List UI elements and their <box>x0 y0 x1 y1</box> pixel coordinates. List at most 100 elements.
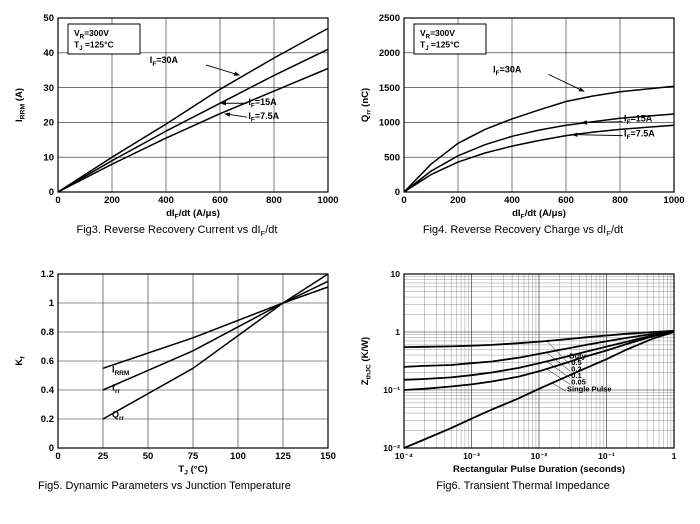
curve-label: IRRM <box>112 365 129 378</box>
y-tick-label: 10⁻² <box>383 443 400 453</box>
x-tick-label: 400 <box>158 195 174 206</box>
fig5-caption: Fig5. Dynamic Parameters vs Junction Tem… <box>38 480 291 492</box>
x-tick-label: 50 <box>143 451 154 462</box>
fig5-chart: IRRM trr Qrr 0 25 50 75 100 125 150 0 0.2 0.4 0.6 0.8 1… <box>12 266 342 478</box>
y-tick-label: 40 <box>43 48 54 59</box>
curve-label: 0.5 <box>571 358 581 367</box>
series-trr <box>102 280 329 391</box>
x-axis-label: Rectangular Pulse Duration (seconds) <box>453 464 625 475</box>
grid-line <box>229 114 248 118</box>
x-tick-label: 10⁻³ <box>463 451 480 461</box>
series-Duty 0.2 <box>403 330 675 368</box>
conditions-text: VR=300V <box>420 28 455 40</box>
fig3-caption: Fig3. Reverse Recovery Current vs dIF/dt <box>76 224 278 239</box>
conditions-box <box>67 23 141 55</box>
curve-label: IF=15A <box>624 114 653 127</box>
series-IRRM <box>102 286 329 370</box>
x-tick-label: 600 <box>212 195 228 206</box>
grid-line <box>546 340 571 366</box>
curve-label: 0.2 <box>571 364 581 373</box>
grid-line <box>546 361 571 379</box>
y-tick-label: 20 <box>43 118 54 129</box>
curve-label: IF=30A <box>150 55 179 68</box>
curve-label: IF=7.5A <box>248 111 279 124</box>
x-axis-label: dIF/dt (A/μs) <box>512 208 566 221</box>
series-Qrr <box>102 273 329 420</box>
x-tick-label: 100 <box>230 451 246 462</box>
x-tick-label: 1000 <box>663 195 684 206</box>
y-tick-label: 1 <box>49 298 55 309</box>
series-IF=15A <box>57 48 329 193</box>
curve-label: IF=15A <box>248 97 277 110</box>
y-axis-label: IRRM (A) <box>14 88 27 122</box>
curve-label: 0.1 <box>571 371 581 380</box>
x-tick-label: 800 <box>266 195 282 206</box>
x-tick-label: 10⁻¹ <box>598 451 615 461</box>
fig6-panel: Duty 0.5 0.2 0.1 0.05 Single Pulse 10⁻⁴ 10⁻³ 10⁻… <box>358 266 688 492</box>
conditions-text: TJ =125°C <box>420 40 460 52</box>
y-tick-label: 0 <box>49 187 54 198</box>
x-tick-label: 25 <box>98 451 109 462</box>
plot-border <box>57 273 329 449</box>
fig4-chart: VR=300V TJ =125°C IF=30A IF=15A IF=7.5A 0 200 4… <box>358 10 688 222</box>
grid-line <box>205 64 235 75</box>
annotation-arrowhead <box>578 87 585 92</box>
series-Single Pulse <box>403 331 675 449</box>
curve-label: 0.05 <box>571 377 586 386</box>
curve-label: Single Pulse <box>567 384 612 393</box>
series-Duty 0.5 <box>403 329 675 348</box>
fig6-caption: Fig6. Transient Thermal Impedance <box>436 480 610 492</box>
grid-line <box>546 352 571 372</box>
x-tick-label: 1 <box>672 451 677 461</box>
x-tick-label: 1000 <box>317 195 338 206</box>
y-tick-label: 1500 <box>379 83 400 94</box>
plot-border <box>57 17 329 193</box>
series-Duty 0.1 <box>403 330 675 381</box>
x-tick-label: 200 <box>104 195 120 206</box>
y-tick-label: 0 <box>49 443 54 454</box>
x-tick-label: 0 <box>55 451 60 462</box>
grid-line <box>546 368 571 385</box>
y-tick-label: 10⁻¹ <box>383 385 400 395</box>
plot-border <box>403 273 675 449</box>
curve-label: trr <box>112 383 121 396</box>
y-tick-label: 0 <box>395 187 400 198</box>
curve-label: Qrr <box>112 410 125 423</box>
y-tick-label: 10 <box>43 152 54 163</box>
x-axis-label: TJ (°C) <box>178 464 207 477</box>
grid-line <box>548 73 580 90</box>
y-tick-label: 50 <box>43 13 54 24</box>
y-axis-label: Kf <box>14 356 27 366</box>
annotation-arrowhead <box>233 71 241 76</box>
series-IF=7.5A <box>403 124 675 193</box>
curve-label: IF=30A <box>493 64 522 77</box>
annotation-arrowhead <box>571 132 578 137</box>
annotation-arrowhead <box>220 101 226 106</box>
fig4-panel: VR=300V TJ =125°C IF=30A IF=15A IF=7.5A 0 200 4… <box>358 10 688 238</box>
y-tick-label: 1.2 <box>41 269 54 280</box>
fig4-caption: Fig4. Reverse Recovery Charge vs dIF/dt <box>422 224 624 239</box>
x-tick-label: 600 <box>558 195 574 206</box>
curve-label: Duty <box>569 351 586 360</box>
conditions-text: VR=300V <box>74 28 109 40</box>
fig5-plot-svg: IRRM trr Qrr 0 25 50 75 100 125 150 0 0.2 0.4 0.6 0.8 1… <box>14 269 336 477</box>
y-tick-label: 1000 <box>379 118 400 129</box>
fig5-panel: IRRM trr Qrr 0 25 50 75 100 125 150 0 0.2 0.4 0.6 0.8 1… <box>12 266 342 492</box>
series-IF=15A <box>403 113 675 193</box>
conditions-box <box>413 23 487 55</box>
y-tick-label: 500 <box>384 152 400 163</box>
plot-border <box>403 17 675 193</box>
y-tick-label: 0.6 <box>41 356 54 367</box>
grid-line <box>552 383 566 392</box>
y-tick-label: 10 <box>391 269 401 279</box>
x-tick-label: 150 <box>320 451 336 462</box>
y-tick-label: 30 <box>43 83 54 94</box>
fig3-chart: VR=300V TJ =125°C IF=30A IF=15A IF=7.5A 0 200 4… <box>12 10 342 222</box>
y-tick-label: 2500 <box>379 13 400 24</box>
series-IF=30A <box>57 27 329 193</box>
x-axis-label: dIF/dt (A/μs) <box>166 208 220 221</box>
x-tick-label: 400 <box>504 195 520 206</box>
